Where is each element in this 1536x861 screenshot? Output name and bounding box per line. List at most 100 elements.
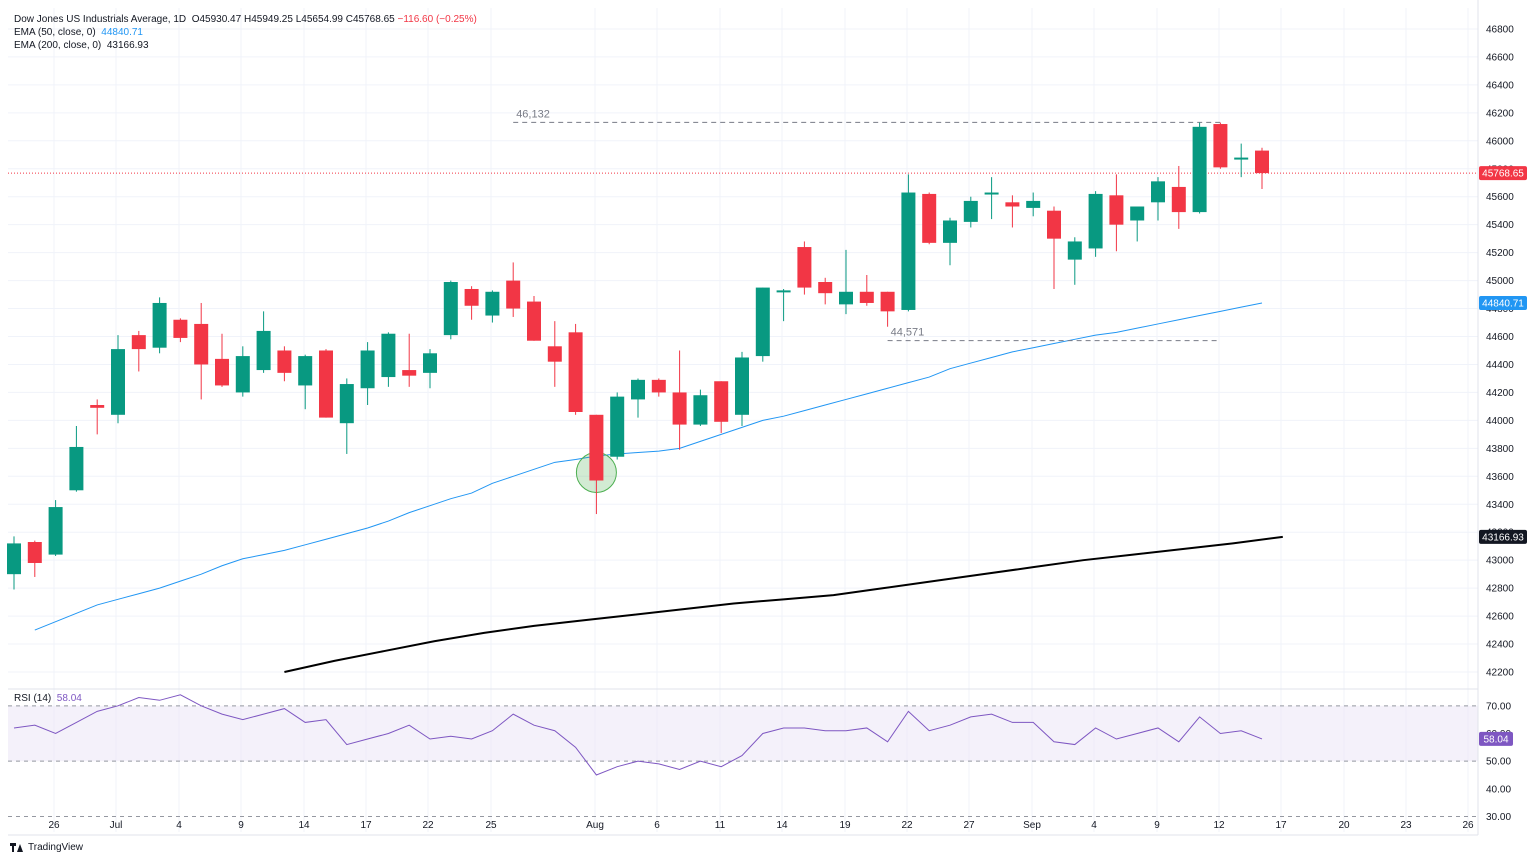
candle[interactable] (1130, 206, 1145, 242)
candle[interactable] (1067, 237, 1082, 285)
candle[interactable] (7, 536, 21, 590)
candle-body (1213, 124, 1228, 168)
candle-body (48, 507, 63, 555)
candle[interactable] (215, 333, 229, 387)
candle[interactable] (443, 280, 458, 340)
candle[interactable] (1047, 206, 1061, 289)
x-tick-label: 17 (360, 820, 372, 831)
candle-body (818, 281, 833, 294)
candle[interactable] (901, 174, 916, 312)
candle[interactable] (1192, 122, 1207, 214)
candle[interactable] (859, 275, 874, 306)
candle[interactable] (194, 302, 209, 400)
candle-body (360, 350, 375, 389)
candle[interactable] (589, 414, 604, 515)
candle-body (776, 290, 791, 293)
candle[interactable] (485, 290, 500, 323)
candle[interactable] (69, 425, 84, 492)
candle[interactable] (1005, 195, 1020, 228)
candle[interactable] (1171, 165, 1186, 229)
rsi-pane[interactable] (8, 694, 1478, 817)
candle[interactable] (651, 378, 666, 397)
candle[interactable] (631, 378, 645, 418)
candle[interactable] (152, 297, 167, 354)
ema200-layer (284, 535, 1283, 673)
ema200-value: 43166.93 (106, 40, 149, 51)
candle[interactable] (360, 342, 375, 406)
candle-body (464, 288, 479, 306)
candle[interactable] (1234, 143, 1249, 178)
candle[interactable] (423, 349, 437, 389)
open-value: 45930.47 (199, 14, 242, 25)
candle[interactable] (131, 330, 146, 372)
candle[interactable] (818, 277, 833, 305)
candle-body (901, 192, 916, 310)
candle-body (1151, 181, 1165, 203)
candle[interactable] (672, 350, 687, 450)
candle[interactable] (963, 196, 978, 228)
tradingview-brand[interactable]: TradingView (10, 842, 83, 853)
candles[interactable] (7, 122, 1269, 590)
candle[interactable] (880, 291, 895, 327)
last-price-tag-text: 45768.65 (1482, 169, 1524, 180)
candle[interactable] (464, 286, 479, 320)
candle[interactable] (693, 389, 708, 426)
candle-body (672, 392, 687, 425)
candle[interactable] (1026, 192, 1041, 217)
candle[interactable] (1151, 177, 1165, 221)
y-tick-label: 42600 (1486, 612, 1514, 623)
level-label: 46,132 (516, 108, 550, 120)
candle[interactable] (735, 351, 749, 426)
x-tick-label: 23 (1400, 820, 1412, 831)
candle[interactable] (90, 399, 105, 435)
x-tick-label: 26 (48, 820, 60, 831)
rsi-value: 58.04 (56, 693, 82, 704)
candle[interactable] (943, 217, 957, 266)
candle-body (27, 542, 42, 563)
ema200-tag-text: 43166.93 (1482, 532, 1524, 543)
y-tick-label: 46400 (1486, 80, 1514, 91)
legend-ema50: EMA (50, close, 0) 44840.71 (14, 26, 143, 39)
x-tick-label: 14 (776, 820, 788, 831)
candle[interactable] (48, 500, 63, 556)
candle[interactable] (610, 392, 625, 460)
candle-body (111, 349, 125, 415)
x-tick-label: 9 (238, 820, 244, 831)
legend-rsi: RSI (14) 58.04 (14, 692, 82, 705)
candle[interactable] (277, 346, 292, 382)
candle[interactable] (568, 323, 583, 415)
candle[interactable] (298, 354, 313, 410)
candle-body (1005, 202, 1020, 207)
candle[interactable] (527, 295, 541, 341)
candle[interactable] (402, 333, 417, 387)
candle[interactable] (319, 349, 333, 418)
x-tick-label: 12 (1213, 820, 1225, 831)
candle[interactable] (922, 192, 937, 245)
candle[interactable] (235, 346, 250, 397)
candle-body (547, 346, 562, 362)
low-value: 45654.99 (301, 14, 343, 25)
y-tick-label: 42800 (1486, 584, 1514, 595)
candle[interactable] (839, 249, 853, 315)
candle[interactable] (27, 540, 42, 577)
candle[interactable] (1255, 147, 1269, 190)
candle[interactable] (547, 321, 562, 387)
open-label: O (191, 14, 200, 25)
candle[interactable] (339, 378, 354, 454)
candle[interactable] (1109, 174, 1124, 252)
candle[interactable] (381, 332, 396, 387)
candle[interactable] (797, 241, 812, 295)
candle[interactable] (111, 335, 125, 424)
candle[interactable] (1213, 122, 1228, 169)
candle[interactable] (506, 262, 521, 317)
candle[interactable] (1088, 191, 1103, 257)
candle[interactable] (256, 311, 271, 373)
candle[interactable] (755, 287, 770, 362)
candle-body (527, 301, 541, 341)
candle[interactable] (714, 381, 729, 433)
candle[interactable] (776, 288, 791, 322)
candle[interactable] (984, 177, 999, 220)
x-tick-label: Aug (586, 820, 604, 831)
candle[interactable] (173, 318, 188, 343)
